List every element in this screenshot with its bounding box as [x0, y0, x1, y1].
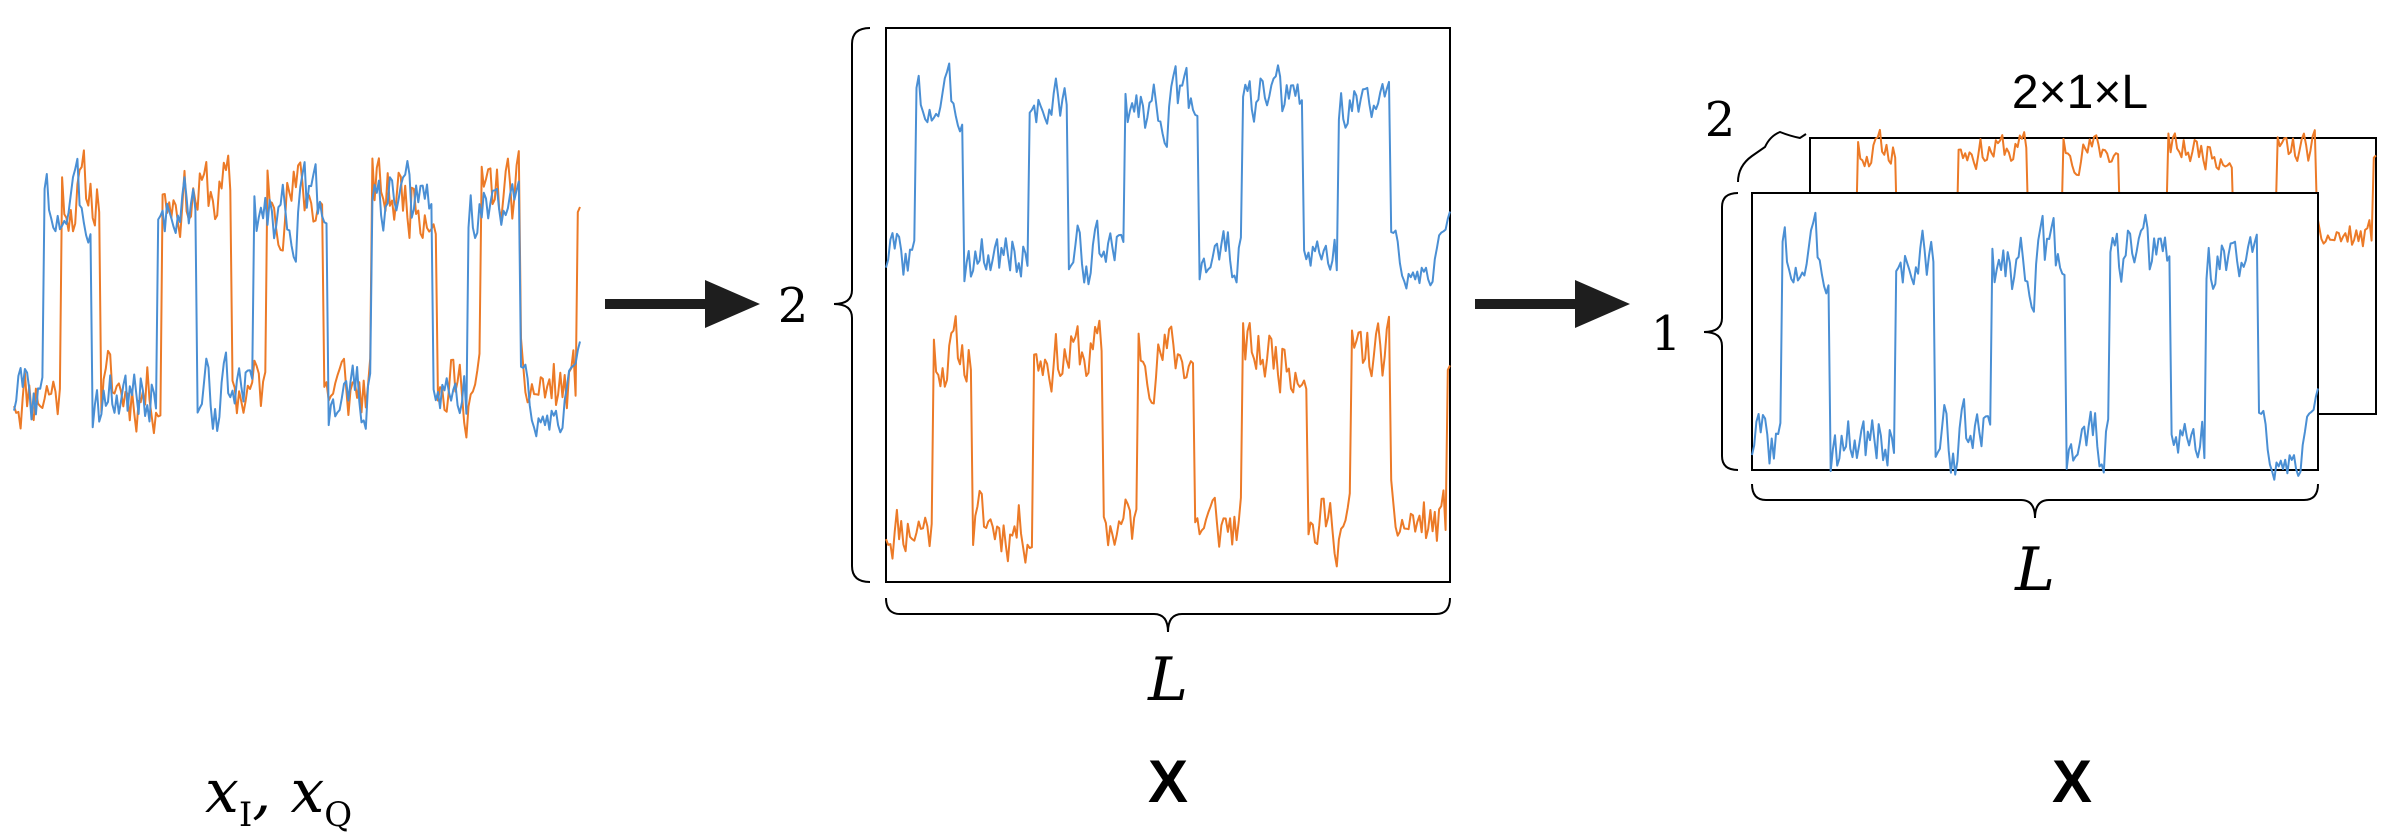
matrix-row-quadrature	[885, 315, 1451, 568]
stage-matrix: 2 L X	[778, 27, 1451, 815]
signals-caption: xI, xQ	[205, 757, 352, 832]
tensor-rows-brace	[1703, 192, 1739, 471]
raw-in-phase-waveform	[13, 157, 581, 438]
tensor-front-channel	[1751, 192, 2319, 471]
stage-raw-signals: xI, xQ	[13, 149, 581, 832]
matrix-rows-label: 2	[778, 278, 809, 334]
tensor-in-phase-channel	[1751, 211, 2319, 481]
matrix-rows-brace	[833, 27, 871, 583]
transform-arrow-2	[1475, 280, 1630, 328]
matrix-length-label: L	[1147, 645, 1188, 715]
tensor-rows-label: 1	[1651, 306, 1682, 362]
tensor-channels-brace	[1737, 130, 1807, 183]
tensor-length-brace	[1751, 483, 2319, 519]
transform-arrow-1	[605, 280, 760, 328]
stage-tensor: 2 2×1×L 1 L X	[1651, 66, 2377, 815]
tensor-label: X	[2052, 748, 2092, 815]
tensor-channels-label: 2	[1705, 92, 1736, 148]
matrix-length-brace	[885, 597, 1451, 633]
raw-quadrature-waveform	[13, 149, 581, 439]
tensor-shape-label: 2×1×L	[2012, 66, 2148, 119]
matrix-row-in-phase	[885, 62, 1451, 290]
matrix-label: X	[1148, 748, 1188, 815]
tensor-length-label: L	[2014, 535, 2055, 605]
